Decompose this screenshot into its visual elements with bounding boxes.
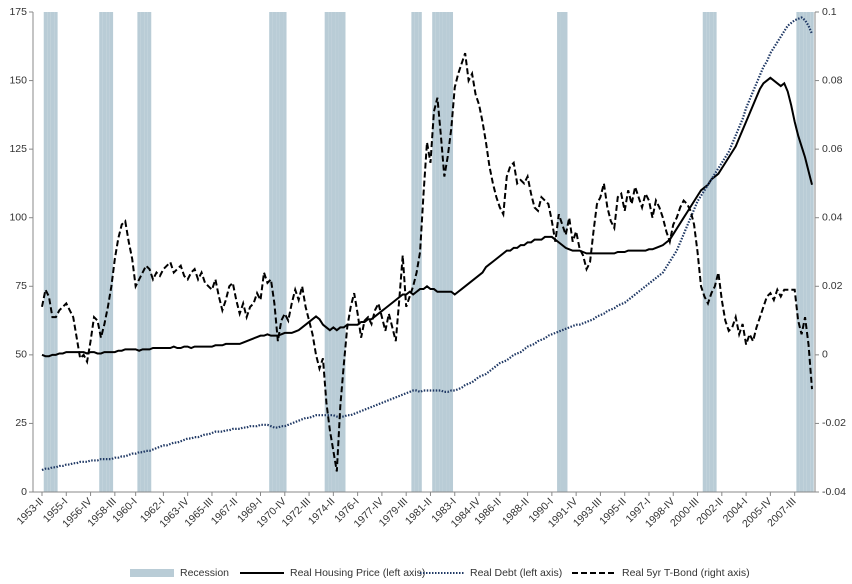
recession-band — [338, 12, 343, 492]
recession-band — [144, 12, 148, 492]
y2-tick-label: 0.1 — [822, 6, 837, 18]
recession-band — [50, 12, 55, 492]
recession-band — [331, 12, 336, 492]
legend-swatch — [130, 569, 174, 577]
legend-label: Real 5yr T-Bond (right axis) — [622, 567, 750, 579]
series-line — [41, 76, 813, 358]
recession-band — [328, 12, 332, 492]
x-tick-label: 2002-II — [694, 496, 726, 528]
legend-label: Real Housing Price (left axis) — [290, 567, 425, 579]
recession-band — [446, 12, 450, 492]
recession-band — [269, 12, 273, 492]
recession-band — [796, 12, 800, 492]
y-tick-label: 50 — [15, 349, 27, 361]
y2-tick-label: 0.08 — [822, 74, 843, 86]
y2-tick-label: 0.02 — [822, 280, 843, 292]
recession-band — [276, 12, 280, 492]
recession-band — [414, 12, 419, 492]
legend-label: Recession — [180, 567, 229, 579]
recession-band — [706, 12, 710, 492]
recession-band — [140, 12, 145, 492]
y2-tick-label: -0.02 — [822, 417, 846, 429]
y2-tick-label: 0 — [822, 349, 828, 361]
legend-label: Real Debt (left axis) — [470, 567, 562, 579]
recession-band — [799, 12, 804, 492]
recession-band — [335, 12, 339, 492]
recession-band — [435, 12, 440, 492]
recession-band — [102, 12, 107, 492]
recession-band — [99, 12, 103, 492]
x-tick-label: 1995-II — [597, 496, 629, 528]
recession-band — [137, 12, 141, 492]
x-tick-label: 1988-II — [500, 496, 532, 528]
y-tick-label: 25 — [15, 417, 27, 429]
recession-band — [560, 12, 565, 492]
recession-band — [106, 12, 110, 492]
y-tick-label: 75 — [15, 280, 27, 292]
recession-band — [272, 12, 277, 492]
x-tick-label: 1981-II — [403, 496, 435, 528]
recession-band — [803, 12, 807, 492]
y-tick-label: 100 — [9, 211, 27, 223]
y-tick-label: 175 — [9, 6, 27, 18]
recession-band — [449, 12, 454, 492]
x-tick-label: 1953-II — [14, 496, 46, 528]
recession-band — [564, 12, 568, 492]
y-tick-label: 0 — [21, 486, 27, 498]
recession-band — [283, 12, 287, 492]
y2-tick-label: 0.04 — [822, 211, 843, 223]
y2-tick-label: -0.04 — [822, 486, 846, 498]
y2-tick-label: 0.06 — [822, 143, 843, 155]
recession-band — [342, 12, 346, 492]
recession-band — [47, 12, 51, 492]
y-tick-label: 150 — [9, 74, 27, 86]
recession-band — [43, 12, 48, 492]
recession-band — [418, 12, 422, 492]
x-tick-label: 1967-II — [209, 496, 241, 528]
recession-band — [147, 12, 152, 492]
recession-band — [432, 12, 436, 492]
recession-band — [54, 12, 58, 492]
recession-band — [439, 12, 443, 492]
y-tick-label: 125 — [9, 143, 27, 155]
series-line — [41, 52, 813, 472]
series-line — [41, 16, 814, 472]
recession-band — [109, 12, 114, 492]
recession-band — [411, 12, 415, 492]
recession-band — [442, 12, 447, 492]
recession-band — [810, 12, 814, 492]
recession-band — [713, 12, 717, 492]
recession-band — [806, 12, 811, 492]
recession-band — [709, 12, 714, 492]
recession-band — [324, 12, 329, 492]
recession-band — [702, 12, 707, 492]
recession-band — [279, 12, 284, 492]
recession-band — [557, 12, 561, 492]
x-tick-label: 1974-II — [306, 496, 338, 528]
